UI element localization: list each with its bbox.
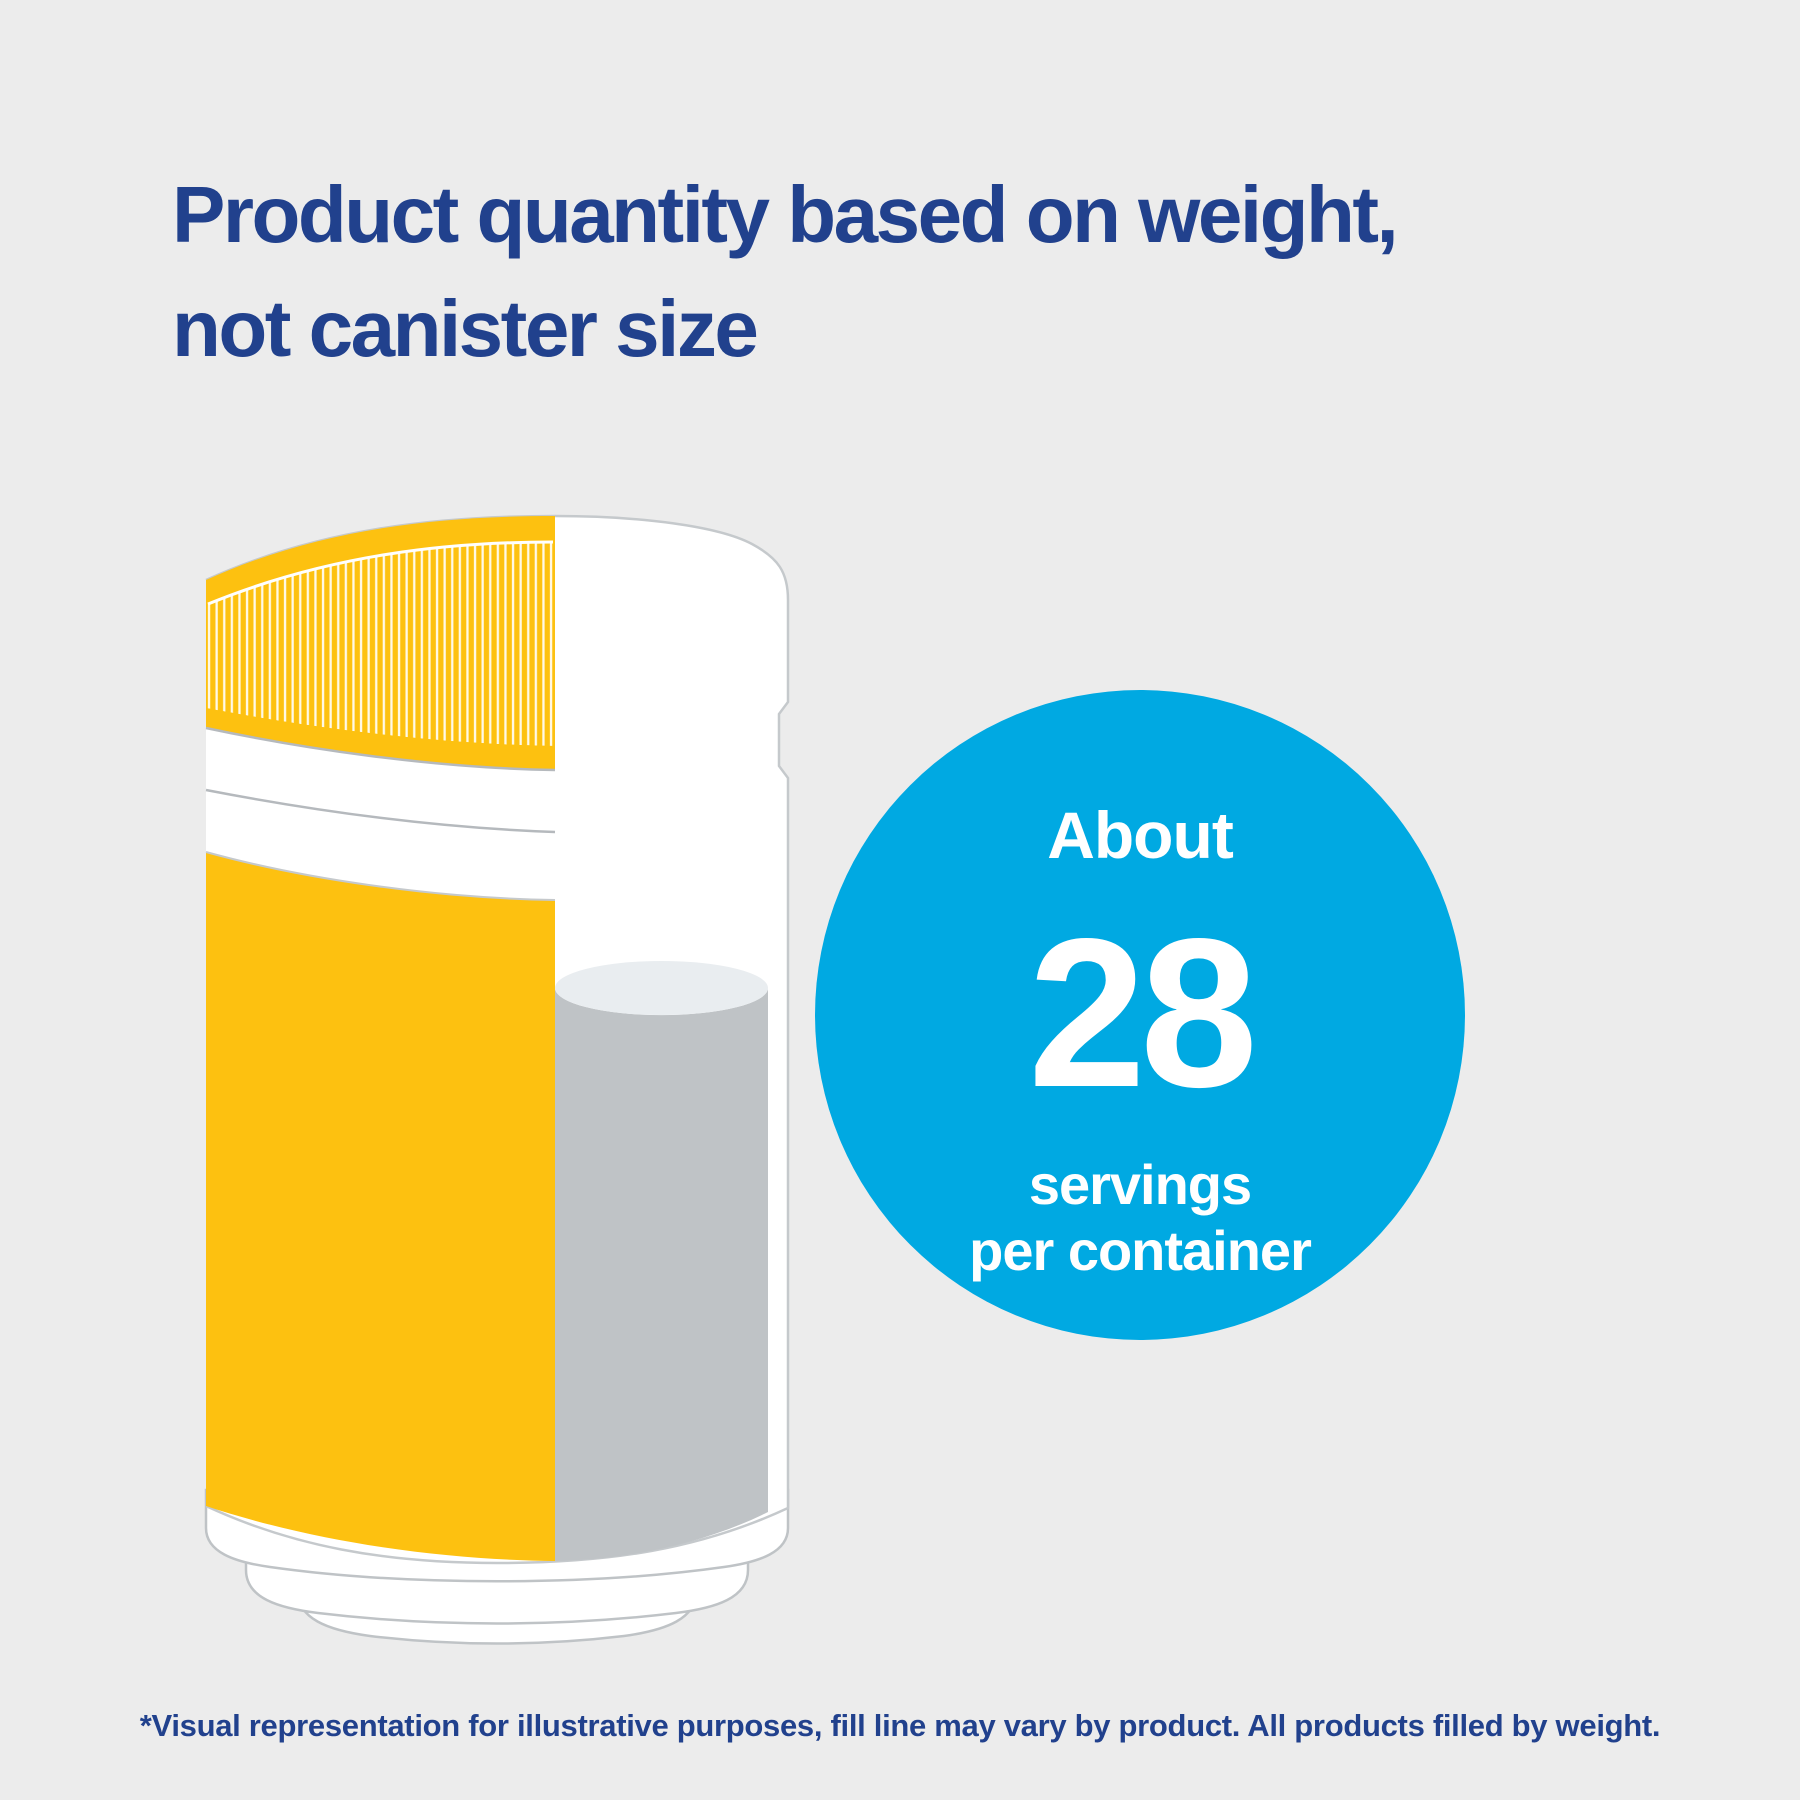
servings-badge: About 28 servings per container [815, 690, 1465, 1340]
powder-body [555, 988, 768, 1561]
badge-unit-line1: servings [1028, 1152, 1252, 1216]
canister-body-label [205, 851, 556, 1561]
page-title: Product quantity based on weight, not ca… [172, 158, 1672, 385]
body-top-line [205, 851, 556, 901]
badge-intro: About [1047, 798, 1234, 872]
powder-fill [555, 961, 768, 1561]
cap-top-highlight-line [207, 540, 554, 606]
badge-servings-count: 28 [1028, 894, 1258, 1131]
page-title-line2: not canister size [172, 283, 759, 373]
page-title-line1: Product quantity based on weight, [172, 170, 1399, 259]
cap-ribs [206, 542, 555, 746]
body-fill [206, 852, 555, 1561]
powder-surface-fill-line [555, 961, 768, 1015]
neck-band-top-line [205, 726, 556, 772]
badge-unit: servings per container [969, 1152, 1312, 1284]
neck-band-fill [206, 728, 555, 900]
neck-band-separator-line [205, 788, 556, 834]
footnote: *Visual representation for illustrative … [139, 1708, 1661, 1743]
canister-neck-rings [205, 726, 556, 900]
canister-cap [206, 516, 555, 770]
badge-unit-line2: per container [969, 1218, 1312, 1282]
